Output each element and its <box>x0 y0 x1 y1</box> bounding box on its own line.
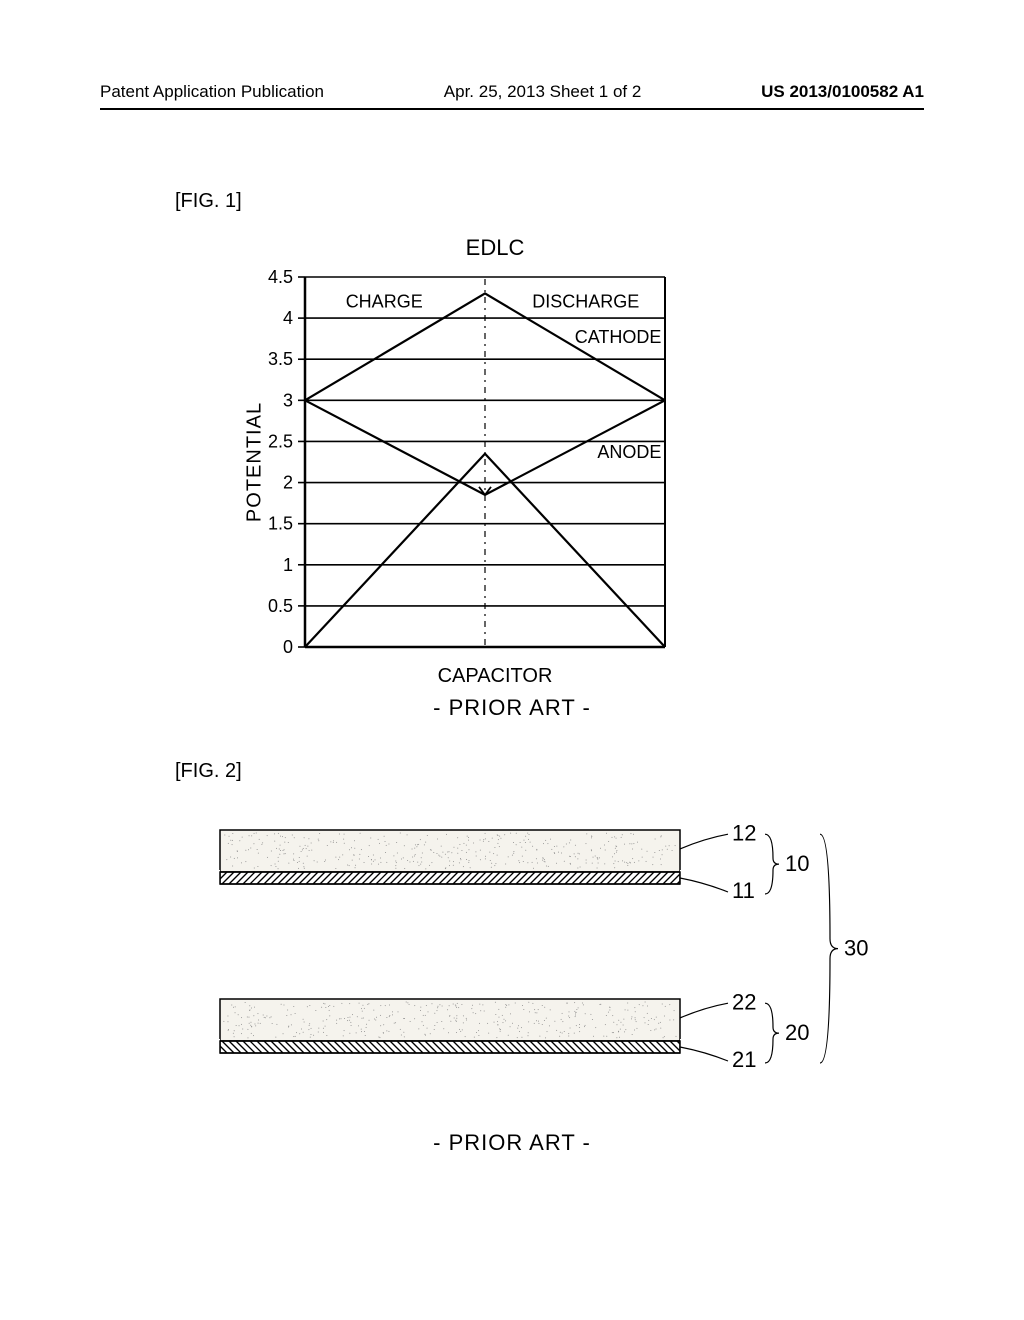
svg-text:30: 30 <box>844 936 868 961</box>
chart-x-axis-label: CAPACITOR <box>295 665 695 688</box>
svg-text:1: 1 <box>283 555 293 575</box>
svg-text:4.5: 4.5 <box>268 267 293 287</box>
figure-2-diagram: 12 11 10 22 21 20 30 <box>200 810 880 1110</box>
prior-art-label-1: - PRIOR ART - <box>0 695 1024 721</box>
svg-text:0.5: 0.5 <box>268 596 293 616</box>
diagram-svg: 12 11 10 22 21 20 30 <box>200 810 880 1110</box>
svg-text:4: 4 <box>283 308 293 328</box>
figure-1-label: [FIG. 1] <box>175 190 242 213</box>
chart-svg: 0 0.5 1 1.5 2 2.5 3 3.5 4 4.5 CHARGE DISCHARGE CATHO… <box>235 267 695 657</box>
header-publication-type: Patent Application Publication <box>100 82 324 102</box>
svg-text:21: 21 <box>732 1047 756 1072</box>
chart-y-axis-label: POTENTIAL <box>244 402 267 522</box>
svg-text:3: 3 <box>283 390 293 410</box>
svg-text:3.5: 3.5 <box>268 349 293 369</box>
patent-page: Patent Application Publication Apr. 25, … <box>0 0 1024 1320</box>
svg-text:12: 12 <box>732 821 756 846</box>
svg-text:2: 2 <box>283 473 293 493</box>
page-header: Patent Application Publication Apr. 25, … <box>100 82 924 110</box>
svg-text:CHARGE: CHARGE <box>346 291 423 311</box>
svg-text:DISCHARGE: DISCHARGE <box>532 291 639 311</box>
svg-text:22: 22 <box>732 990 756 1015</box>
svg-text:ANODE: ANODE <box>597 442 661 462</box>
svg-text:11: 11 <box>732 878 755 903</box>
prior-art-label-2: - PRIOR ART - <box>0 1130 1024 1156</box>
chart-title: EDLC <box>295 235 695 261</box>
header-date-sheet: Apr. 25, 2013 Sheet 1 of 2 <box>444 82 642 102</box>
svg-text:0: 0 <box>283 637 293 657</box>
svg-text:10: 10 <box>785 851 809 876</box>
figure-1-chart: EDLC POTENTIAL 0 0.5 1 1.5 2 2.5 3 3.5 4 4.5 CHARG… <box>235 235 695 688</box>
svg-text:1.5: 1.5 <box>268 514 293 534</box>
svg-text:20: 20 <box>785 1020 809 1045</box>
svg-text:2.5: 2.5 <box>268 431 293 451</box>
figure-2-label: [FIG. 2] <box>175 760 242 783</box>
header-publication-number: US 2013/0100582 A1 <box>761 82 924 102</box>
svg-text:CATHODE: CATHODE <box>575 327 662 347</box>
